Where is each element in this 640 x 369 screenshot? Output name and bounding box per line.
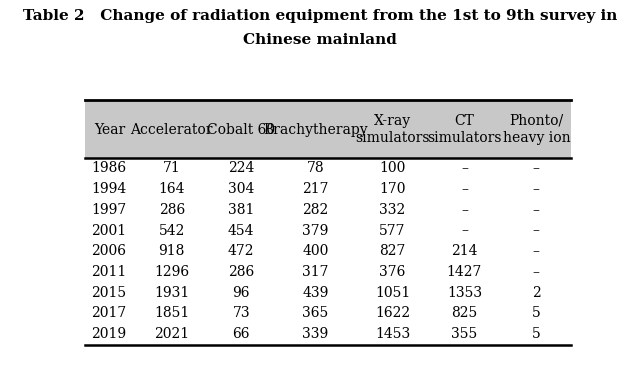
Text: 454: 454 — [228, 224, 255, 238]
Text: 66: 66 — [232, 327, 250, 341]
Text: 355: 355 — [451, 327, 477, 341]
Text: 2: 2 — [532, 286, 541, 300]
Text: 286: 286 — [228, 265, 254, 279]
Text: 339: 339 — [303, 327, 329, 341]
Text: 5: 5 — [532, 307, 541, 321]
Text: 1931: 1931 — [154, 286, 189, 300]
Text: 379: 379 — [303, 224, 329, 238]
Text: –: – — [461, 182, 468, 196]
Text: 472: 472 — [228, 244, 255, 258]
Text: 1051: 1051 — [375, 286, 410, 300]
Text: 2021: 2021 — [154, 327, 189, 341]
FancyBboxPatch shape — [85, 101, 571, 158]
Text: 96: 96 — [232, 286, 250, 300]
Text: Brachytherapy: Brachytherapy — [263, 123, 368, 137]
Text: 1851: 1851 — [154, 307, 189, 321]
Text: 827: 827 — [380, 244, 406, 258]
Text: 400: 400 — [303, 244, 329, 258]
Text: 71: 71 — [163, 161, 180, 175]
Text: 2017: 2017 — [91, 307, 126, 321]
Text: 1296: 1296 — [154, 265, 189, 279]
Text: 2001: 2001 — [91, 224, 126, 238]
Text: 2006: 2006 — [91, 244, 126, 258]
Text: 825: 825 — [451, 307, 477, 321]
Text: –: – — [533, 161, 540, 175]
Text: 1427: 1427 — [447, 265, 482, 279]
Text: 78: 78 — [307, 161, 324, 175]
Text: 304: 304 — [228, 182, 254, 196]
Text: 214: 214 — [451, 244, 477, 258]
Text: 5: 5 — [532, 327, 541, 341]
Text: 164: 164 — [159, 182, 185, 196]
Text: –: – — [533, 182, 540, 196]
Text: 282: 282 — [303, 203, 329, 217]
Text: 332: 332 — [380, 203, 406, 217]
Text: 376: 376 — [380, 265, 406, 279]
Text: –: – — [533, 244, 540, 258]
Text: 1622: 1622 — [375, 307, 410, 321]
Text: 1353: 1353 — [447, 286, 482, 300]
Text: 365: 365 — [303, 307, 329, 321]
Text: Year: Year — [94, 123, 125, 137]
Text: 381: 381 — [228, 203, 254, 217]
Text: 577: 577 — [380, 224, 406, 238]
Text: 2015: 2015 — [91, 286, 126, 300]
Text: 217: 217 — [302, 182, 329, 196]
Text: CT
simulators: CT simulators — [427, 114, 502, 145]
Text: X-ray
simulators: X-ray simulators — [355, 114, 429, 145]
Text: Chinese mainland: Chinese mainland — [243, 33, 397, 47]
Text: –: – — [533, 203, 540, 217]
Text: 439: 439 — [303, 286, 329, 300]
Text: –: – — [461, 161, 468, 175]
Text: 542: 542 — [159, 224, 185, 238]
Text: 73: 73 — [232, 307, 250, 321]
Text: 1453: 1453 — [375, 327, 410, 341]
Text: 286: 286 — [159, 203, 185, 217]
Text: Table 2   Change of radiation equipment from the 1st to 9th survey in: Table 2 Change of radiation equipment fr… — [23, 9, 617, 23]
Text: 1994: 1994 — [91, 182, 126, 196]
Text: Cobalt 60: Cobalt 60 — [207, 123, 275, 137]
Text: 918: 918 — [159, 244, 185, 258]
Text: 100: 100 — [380, 161, 406, 175]
Text: Accelerator: Accelerator — [131, 123, 213, 137]
Text: 1986: 1986 — [91, 161, 126, 175]
Text: Phonto/
heavy ion: Phonto/ heavy ion — [502, 114, 570, 145]
Text: –: – — [533, 224, 540, 238]
Text: 317: 317 — [302, 265, 329, 279]
Text: 1997: 1997 — [91, 203, 126, 217]
Text: 170: 170 — [380, 182, 406, 196]
Text: 2011: 2011 — [91, 265, 126, 279]
Text: 224: 224 — [228, 161, 254, 175]
Text: 2019: 2019 — [91, 327, 126, 341]
Text: –: – — [533, 265, 540, 279]
Text: –: – — [461, 203, 468, 217]
Text: –: – — [461, 224, 468, 238]
